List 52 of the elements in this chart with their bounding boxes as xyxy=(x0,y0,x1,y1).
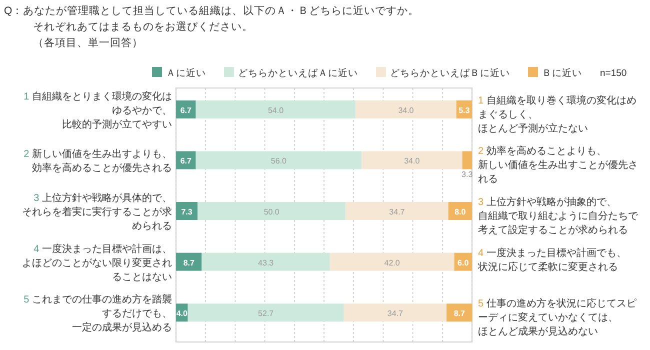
data-label: 8.0 xyxy=(454,208,466,216)
bar xyxy=(176,252,202,271)
data-label: 8.7 xyxy=(454,309,466,318)
bar xyxy=(356,100,456,118)
bar xyxy=(196,151,362,170)
chart-title: Q：あなたが管理職として担当している組織は、以下のＡ・Ｂどちらに近いですか。それぞれあてはまるものをお選びください。（各項目、単一回答） xyxy=(4,4,420,49)
text: 5 仕事の進め方を状況に応じてスピーディに変えていかなくては、ほとんど成果が見込めない xyxy=(478,298,636,338)
data-label: 34.7 xyxy=(389,208,406,216)
data-label: 34.0 xyxy=(398,106,414,115)
data-label: 6.7 xyxy=(180,156,192,166)
y-tick-label: 3 上位方針や戦略が具体的で、それらを着実に実行することが求められる xyxy=(22,192,172,232)
bar xyxy=(362,151,462,170)
bar xyxy=(344,304,447,322)
bar xyxy=(196,100,356,118)
bar xyxy=(198,202,346,220)
text: 3 上位方針や戦略が抽象的で、自組織で取り組むように自分たちで考えて設定することが求められる xyxy=(478,196,639,236)
data-label: 34.7 xyxy=(387,309,404,318)
y-tick-label: 2 新しい価値を生み出すよりも、効率を高めることが優先される xyxy=(24,148,172,174)
text: 2 効率を高めることよりも、新しい価値を生み出すことが優先される xyxy=(478,145,638,186)
legend-label: どちらかといえばＢに近い xyxy=(390,67,510,79)
text: n=150 xyxy=(600,68,627,79)
bar xyxy=(202,252,330,271)
text: 4 一度決まった目標や計画でも、状況に応じて柔軟に変更される xyxy=(477,246,626,273)
data-label: 50.0 xyxy=(264,208,280,216)
data-label: 7.3 xyxy=(181,208,193,216)
bar xyxy=(188,304,344,322)
y-tick-label: 1 自組織をとりまく環境の変化はゆるやかで、比較的予測が立てやすい xyxy=(24,90,172,130)
data-label: 52.7 xyxy=(258,309,274,318)
data-label: 56.0 xyxy=(270,156,288,166)
y-tick-label: 4 一度決まった目標や計画は、よほどのことがない限り変更されることはない xyxy=(22,242,172,283)
data-label: 3.3 xyxy=(462,170,474,180)
legend-label: Ｂに近い xyxy=(542,67,582,79)
data-label: 43.3 xyxy=(258,258,274,268)
data-label: 42.0 xyxy=(384,258,400,268)
bar xyxy=(176,100,196,118)
text: 1 自組織を取り巻く環境の変化はめまぐるしく、ほとんど予測が立たない xyxy=(478,94,636,134)
data-label: 5.3 xyxy=(458,106,470,115)
data-label: 34.0 xyxy=(404,156,420,166)
bar xyxy=(446,304,472,322)
bar xyxy=(346,202,448,220)
bar xyxy=(176,151,196,170)
bar xyxy=(462,151,472,170)
data-label: 4.0 xyxy=(176,309,188,318)
bar xyxy=(176,202,198,220)
legend-label: Ａに近い xyxy=(166,67,206,79)
bar xyxy=(330,252,454,271)
data-label: 6.0 xyxy=(458,258,470,268)
legend-label: どちらかといえばＡに近い xyxy=(238,67,358,79)
data-label: 6.7 xyxy=(180,106,192,115)
y-tick-label: 5 これまでの仕事の進め方を踏襲するだけでも、一定の成果が見込める xyxy=(24,294,172,334)
data-label: 54.0 xyxy=(268,106,284,115)
data-label: 8.7 xyxy=(183,258,195,268)
